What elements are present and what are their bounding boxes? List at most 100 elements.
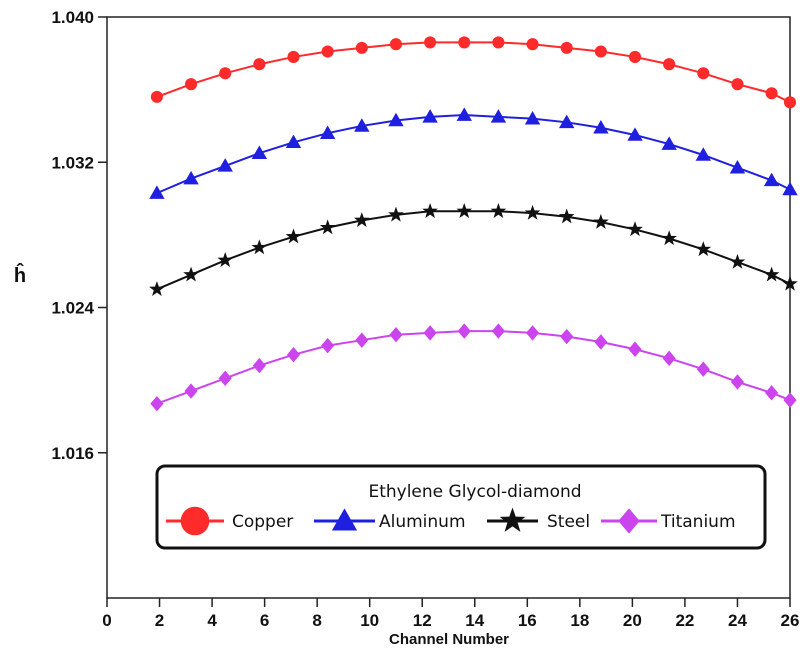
data-point-titanium: [423, 325, 437, 341]
x-tick-label: 24: [728, 611, 747, 630]
data-point-aluminum: [388, 112, 404, 127]
data-point-titanium: [218, 370, 232, 387]
data-point-steel: [183, 266, 199, 282]
data-point-copper: [355, 41, 368, 54]
series-line-titanium: [156, 330, 791, 405]
x-tick-label: 16: [518, 611, 537, 630]
data-point-aluminum: [729, 159, 746, 174]
data-point-steel: [627, 221, 643, 237]
data-point-steel: [661, 230, 678, 246]
x-tick-label: 0: [102, 611, 111, 630]
legend-label-aluminum: Aluminum: [379, 512, 466, 532]
data-point-titanium: [491, 323, 505, 339]
x-tick-label: 26: [781, 611, 800, 630]
data-point-copper: [560, 41, 573, 54]
x-tick-label: 2: [155, 611, 164, 630]
data-point-titanium: [457, 323, 471, 339]
legend-marker-aluminum: [331, 508, 358, 531]
y-tick-label: 1.024: [51, 299, 94, 318]
data-point-aluminum: [559, 114, 575, 129]
data-point-copper: [287, 50, 300, 63]
data-point-steel: [490, 203, 507, 218]
data-point-titanium: [321, 337, 335, 354]
x-tick-label: 8: [312, 611, 321, 630]
data-point-copper: [526, 38, 539, 51]
series-layer: [149, 36, 798, 412]
legend-label-titanium: Titanium: [660, 512, 736, 532]
x-tick-label: 6: [260, 611, 269, 630]
legend-entries: Copper Aluminum Steel Titanium: [166, 506, 736, 536]
data-point-steel: [524, 204, 541, 220]
data-point-titanium: [286, 347, 301, 363]
x-tick-label: 22: [675, 611, 694, 630]
x-tick-label: 4: [207, 611, 217, 630]
x-axis-title: Channel Number: [389, 631, 509, 648]
x-tick-label: 14: [465, 611, 484, 630]
data-point-steel: [353, 212, 370, 228]
data-point-aluminum: [217, 158, 233, 172]
data-point-aluminum: [456, 107, 472, 121]
data-point-aluminum: [285, 134, 302, 149]
data-point-aluminum: [251, 145, 268, 159]
data-point-aluminum: [354, 118, 370, 132]
data-point-steel: [319, 219, 336, 235]
data-point-copper: [594, 45, 607, 58]
data-point-aluminum: [627, 127, 643, 141]
data-point-titanium: [765, 385, 779, 401]
data-point-titanium: [628, 341, 642, 357]
x-tick-label: 12: [413, 611, 432, 630]
data-point-copper: [321, 45, 334, 58]
data-point-titanium: [783, 392, 797, 408]
series-line-steel: [156, 210, 791, 291]
data-point-steel: [782, 275, 798, 291]
legend-label-steel: Steel: [547, 512, 590, 532]
y-tick-label: 1.016: [51, 444, 94, 463]
data-point-titanium: [389, 327, 403, 343]
data-point-aluminum: [593, 120, 609, 134]
legend: Ethylene Glycol-diamond Copper Aluminum St…: [155, 464, 767, 550]
data-point-steel: [251, 239, 268, 255]
data-point-aluminum: [422, 109, 438, 123]
x-tick-label: 10: [360, 611, 379, 630]
data-point-steel: [593, 213, 609, 229]
data-point-steel: [456, 203, 473, 218]
data-point-copper: [697, 67, 710, 80]
data-point-steel: [388, 206, 404, 222]
data-point-copper: [765, 87, 778, 100]
data-point-titanium: [355, 332, 369, 348]
y-tick-label: 1.032: [51, 153, 94, 172]
data-point-copper: [458, 36, 471, 49]
series-line-copper: [156, 41, 791, 104]
data-point-copper: [492, 36, 505, 49]
data-point-steel: [729, 253, 746, 269]
x-tick-label: 18: [570, 611, 589, 630]
legend-title: Ethylene Glycol-diamond: [368, 482, 581, 502]
legend-marker-titanium: [618, 508, 640, 534]
x-tick-label: 20: [623, 611, 642, 630]
data-point-copper: [628, 50, 642, 63]
data-point-copper: [253, 58, 266, 71]
data-point-titanium: [252, 357, 266, 374]
data-point-titanium: [150, 396, 164, 412]
data-point-titanium: [594, 334, 608, 350]
data-point-aluminum: [183, 170, 199, 185]
data-point-steel: [285, 228, 302, 244]
data-point-titanium: [730, 374, 745, 390]
data-point-titanium: [184, 383, 198, 399]
data-point-copper: [424, 36, 437, 49]
data-point-aluminum: [319, 125, 336, 139]
data-point-copper: [389, 38, 403, 51]
legend-label-copper: Copper: [232, 512, 293, 532]
data-point-copper: [783, 96, 797, 109]
data-point-steel: [695, 241, 712, 257]
data-point-titanium: [696, 361, 710, 377]
y-tick-label: 1.040: [51, 8, 94, 27]
data-point-aluminum: [490, 109, 507, 123]
data-point-aluminum: [149, 185, 165, 199]
series-line-aluminum: [156, 114, 791, 195]
data-point-titanium: [560, 328, 574, 345]
data-point-aluminum: [695, 147, 712, 161]
data-point-aluminum: [524, 110, 541, 125]
data-point-aluminum: [782, 181, 798, 196]
